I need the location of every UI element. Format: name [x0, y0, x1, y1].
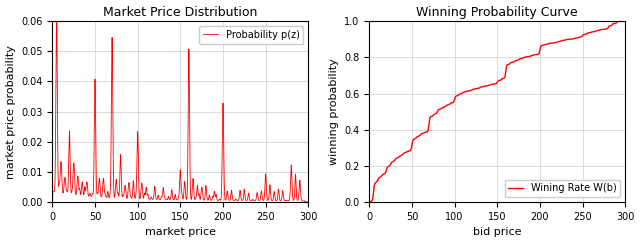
X-axis label: bid price: bid price	[473, 227, 522, 237]
Wining Rate W(b)	[463, 90, 471, 93]
Legend: Wining Rate W(b): Wining Rate W(b)	[504, 180, 620, 197]
X-axis label: market price: market price	[145, 227, 216, 237]
Wining Rate W(b)	[616, 20, 624, 23]
Y-axis label: winning probability: winning probability	[328, 58, 339, 165]
Wining Rate W(b)	[365, 201, 373, 204]
Wining Rate W(b)	[589, 30, 596, 33]
Probability p(z)	[147, 197, 154, 200]
Line: Wining Rate W(b): Wining Rate W(b)	[369, 21, 625, 202]
Wining Rate W(b)	[395, 156, 403, 159]
Probability p(z)	[93, 191, 100, 194]
Line: Probability p(z): Probability p(z)	[52, 7, 308, 202]
Probability p(z)	[272, 199, 280, 202]
Probability p(z)	[305, 201, 312, 204]
Probability p(z)	[52, 6, 60, 9]
Wining Rate W(b)	[410, 138, 417, 141]
Legend: Probability p(z): Probability p(z)	[200, 26, 303, 44]
Probability p(z)	[158, 195, 166, 198]
Probability p(z)	[300, 200, 307, 203]
Title: Winning Probability Curve: Winning Probability Curve	[417, 6, 578, 18]
Probability p(z)	[78, 186, 86, 189]
Probability p(z)	[49, 201, 56, 204]
Y-axis label: market price probability: market price probability	[6, 45, 15, 179]
Title: Market Price Distribution: Market Price Distribution	[103, 6, 257, 18]
Wining Rate W(b)	[621, 20, 629, 23]
Wining Rate W(b)	[475, 87, 483, 90]
